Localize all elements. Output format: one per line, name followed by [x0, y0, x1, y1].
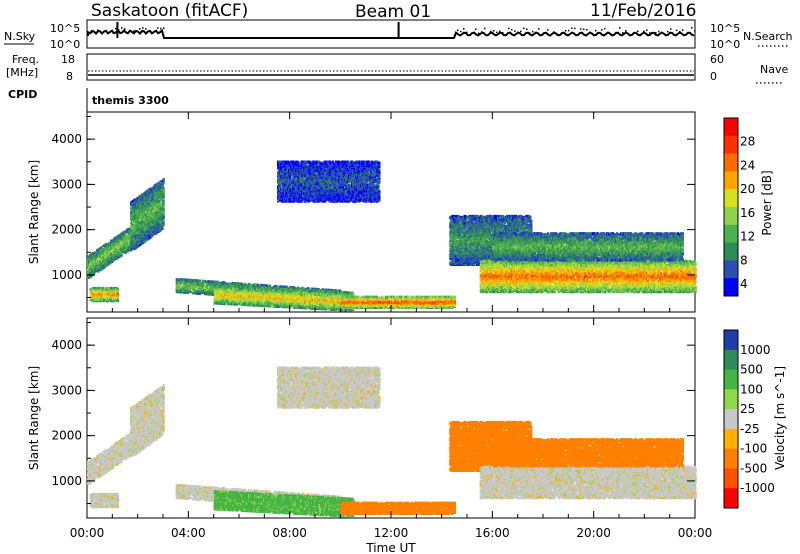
nsearch-dot	[124, 28, 126, 30]
nsearch-dot	[148, 31, 150, 32]
nsearch-dot	[655, 32, 657, 34]
nsearch-dot	[643, 31, 645, 33]
freq-label-2: [MHz]	[6, 66, 38, 79]
nsearch-dot	[565, 30, 567, 32]
nsearch-dot	[163, 27, 165, 29]
nsearch-tick-top: 10^5	[710, 22, 740, 35]
cpid-value: themis 3300	[92, 94, 169, 107]
echo-cell	[110, 240, 112, 242]
nsearch-dot	[580, 28, 582, 30]
nsearch-dot	[658, 31, 660, 32]
freq-tick-top: 18	[61, 53, 75, 66]
nsearch-dot	[475, 28, 477, 30]
nsearch-label: N.Search	[743, 30, 793, 43]
nsearch-dot	[151, 32, 153, 34]
echo-cell	[100, 246, 102, 248]
nsearch-dot	[139, 28, 141, 30]
nsearch-dot	[649, 32, 651, 34]
nsearch-dot	[91, 32, 93, 34]
nsearch-dot	[133, 30, 135, 32]
nsky-trace	[88, 22, 696, 38]
nsky-label: N.Sky	[4, 30, 36, 43]
nsearch-dot	[601, 29, 603, 31]
radar-summary-plot: Saskatoon (fitACF) Beam 01 11/Feb/2016 N…	[0, 0, 800, 554]
nsearch-dot	[604, 28, 606, 30]
nsearch-dot	[496, 32, 498, 33]
nsearch-dot	[622, 32, 624, 34]
nsearch-dot	[667, 31, 669, 32]
nsearch-dot	[691, 27, 693, 29]
nsearch-dot	[568, 30, 570, 32]
nsky-tick-bottom: 10^0	[50, 38, 80, 51]
nsearch-dot	[457, 30, 459, 32]
nave-tick-top: 60	[710, 53, 724, 66]
nsearch-tick-bottom: 10^0	[710, 38, 740, 51]
nsearch-dot	[121, 27, 123, 29]
nsearch-dot	[502, 32, 504, 34]
nsearch-dot	[499, 31, 501, 33]
nsky-panel: N.Sky 10^5 10^0 10^5 10^0 N.Search	[4, 20, 793, 51]
nsearch-dot	[646, 30, 648, 32]
echo-cell	[106, 243, 108, 245]
freq-panel: Freq. [MHz] 18 8 60 0 Nave	[6, 53, 788, 83]
nsky-tick-top: 10^5	[50, 22, 80, 35]
nsearch-dot	[694, 30, 696, 32]
nsearch-dot	[478, 33, 480, 35]
nsearch-dot	[523, 28, 525, 30]
freq-tick-bottom: 8	[66, 70, 73, 83]
nsearch-dot	[553, 31, 555, 32]
nsearch-dot	[103, 31, 105, 32]
nsearch-dot	[547, 29, 549, 31]
nsearch-dot	[583, 29, 585, 31]
nsearch-dot	[670, 28, 672, 30]
nsearch-dot	[490, 31, 492, 32]
nsearch-dot	[520, 31, 522, 32]
nsearch-dot	[619, 27, 621, 29]
nsearch-dot	[676, 30, 678, 32]
nsearch-dot	[571, 27, 573, 29]
nsearch-dot	[574, 28, 576, 30]
echo-cell	[118, 234, 120, 236]
nsearch-dot	[514, 30, 516, 32]
nsky-line	[88, 31, 694, 39]
nsearch-dot	[493, 30, 495, 32]
nsearch-dot	[142, 27, 144, 29]
nsearch-dot	[679, 31, 681, 33]
nsearch-dot	[586, 29, 588, 31]
cpid-label: CPID	[8, 88, 37, 101]
echo-cell	[103, 266, 105, 268]
nsearch-dot	[112, 32, 114, 34]
nsearch-dot	[508, 28, 510, 30]
nsearch-dot	[538, 28, 540, 30]
nsearch-dot	[106, 31, 108, 33]
nsearch-dot	[466, 32, 468, 34]
nsearch-dot	[529, 32, 531, 34]
date-title: 11/Feb/2016	[590, 1, 696, 21]
nsearch-dot	[157, 27, 159, 29]
station-title: Saskatoon (fitACF)	[91, 1, 248, 21]
nsearch-dot	[460, 31, 462, 33]
nsearch-dot	[145, 28, 147, 30]
nsearch-dot	[127, 33, 129, 35]
nsearch-dot	[625, 30, 627, 32]
nsearch-dot	[595, 30, 597, 32]
nsearch-dot	[160, 28, 162, 30]
nsearch-dot	[526, 28, 528, 30]
nsearch-dot	[637, 31, 639, 33]
nsearch-dot	[481, 31, 483, 33]
nave-label: Nave	[760, 63, 788, 76]
nave-tick-bottom: 0	[710, 70, 717, 83]
beam-title: Beam 01	[355, 2, 431, 22]
nsearch-dot	[511, 29, 513, 31]
nsearch-dot	[115, 28, 117, 30]
freq-label-1: Freq.	[12, 53, 39, 66]
nsearch-dot	[484, 28, 486, 30]
nsearch-dot	[463, 28, 465, 30]
nsearch-dot	[97, 29, 99, 31]
nsearch-dot	[682, 29, 684, 31]
nsearch-dot	[532, 31, 534, 33]
